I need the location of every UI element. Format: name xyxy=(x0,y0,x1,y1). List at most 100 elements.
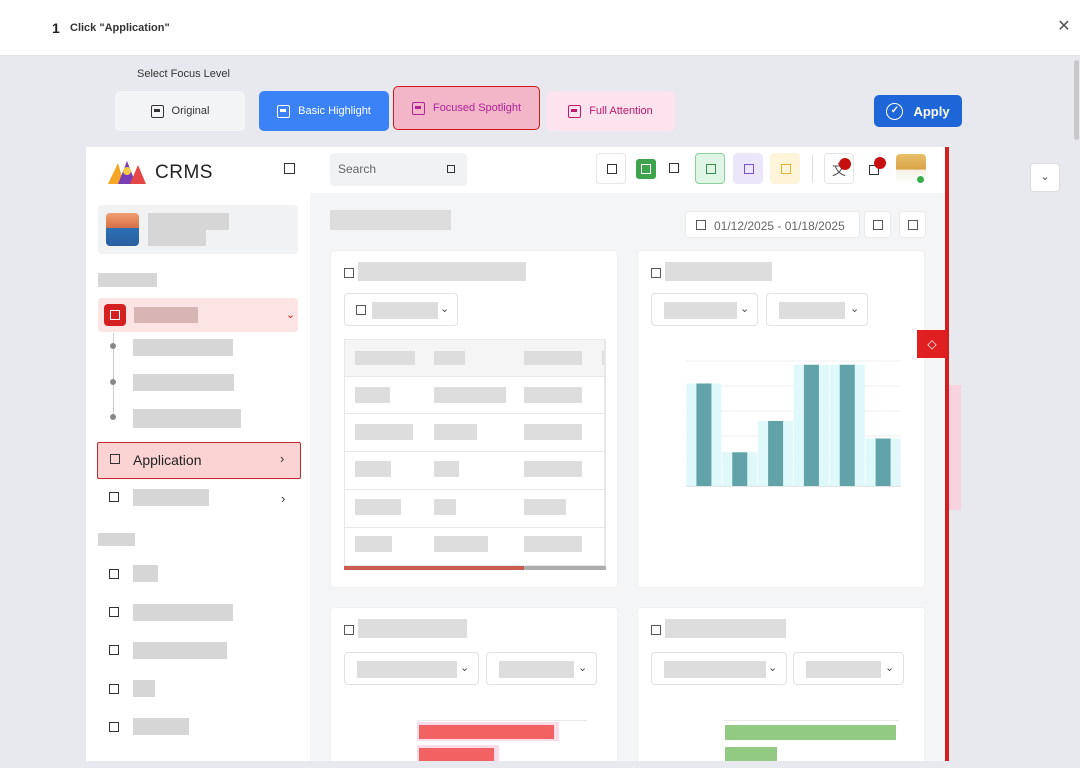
focus-basic-highlight-button[interactable]: Basic Highlight xyxy=(259,91,389,131)
notification-button[interactable] xyxy=(861,153,891,184)
search-icon xyxy=(447,165,455,173)
step-number: 1 xyxy=(52,20,60,36)
section-label-placeholder xyxy=(98,533,135,546)
sidebar-item-placeholder[interactable] xyxy=(133,565,158,582)
header-button-yellow[interactable] xyxy=(770,153,800,184)
chevron-down-icon: ⌄ xyxy=(885,662,895,674)
sidebar: CRMS ⌄ Application › › xyxy=(86,147,310,761)
sidebar-item-placeholder[interactable] xyxy=(133,489,209,506)
menu-icon xyxy=(109,645,119,655)
section-label-placeholder xyxy=(98,273,157,287)
notification-badge xyxy=(839,158,851,170)
sidebar-item-placeholder[interactable] xyxy=(133,604,233,621)
dropdown-value-placeholder xyxy=(357,661,457,678)
chart-filter-dropdown[interactable]: ⌄ xyxy=(651,293,758,326)
submenu-item-placeholder[interactable] xyxy=(133,339,233,356)
sidebar-item-placeholder[interactable] xyxy=(133,718,189,735)
column-divider xyxy=(604,340,605,565)
highlight-icon xyxy=(277,104,291,118)
profile-role-placeholder xyxy=(148,230,206,246)
step-bar: 1 Click "Application" ✕ xyxy=(0,0,1080,56)
horizontal-bar-card: ⌄ ⌄ xyxy=(637,607,925,761)
sidebar-item-application[interactable]: Application › xyxy=(97,442,301,479)
toolbar-button[interactable] xyxy=(864,211,891,238)
sidebar-item-placeholder[interactable] xyxy=(133,680,155,697)
close-icon[interactable]: ✕ xyxy=(1057,18,1071,35)
table-cell xyxy=(355,536,392,552)
dropdown-value-placeholder xyxy=(664,302,737,319)
focus-original-button[interactable]: Original xyxy=(115,91,245,131)
table-cell xyxy=(434,387,506,403)
brand-name: CRMS xyxy=(155,162,213,183)
chart-filter-dropdown[interactable]: ⌄ xyxy=(766,293,868,326)
row-divider xyxy=(345,376,605,377)
toolbar-button[interactable] xyxy=(899,211,926,238)
scrollbar-thumb[interactable] xyxy=(344,566,524,570)
tree-line xyxy=(113,333,114,417)
sidebar-item-expanded[interactable]: ⌄ xyxy=(98,298,298,332)
submenu-item-placeholder[interactable] xyxy=(133,409,241,428)
attention-icon xyxy=(568,104,582,118)
chart-filter-dropdown[interactable]: ⌄ xyxy=(793,652,904,685)
header-button-purple[interactable] xyxy=(733,153,763,184)
diamond-icon[interactable]: ◇ xyxy=(917,330,947,358)
profile-card[interactable] xyxy=(98,205,298,254)
tree-dot xyxy=(110,379,116,385)
chart-bar xyxy=(419,725,554,739)
menu-icon xyxy=(104,304,126,326)
header-button[interactable] xyxy=(596,153,626,184)
header-button-group[interactable] xyxy=(632,153,679,184)
column-header xyxy=(434,351,465,365)
gridline xyxy=(417,720,587,721)
filter-icon xyxy=(356,305,366,315)
sidebar-item-placeholder[interactable] xyxy=(133,642,227,659)
search-input[interactable]: Search xyxy=(330,153,467,186)
chart-filter-dropdown[interactable]: ⌄ xyxy=(344,652,479,685)
submenu-item-placeholder[interactable] xyxy=(133,374,234,391)
focus-basic-highlight-label: Basic Highlight xyxy=(298,105,371,117)
menu-icon xyxy=(109,722,119,732)
table-cell xyxy=(434,424,477,440)
dropdown-value-placeholder xyxy=(779,302,845,319)
page-title-placeholder xyxy=(330,210,451,230)
chevron-right-icon: › xyxy=(280,451,285,466)
language-button[interactable]: 文 xyxy=(824,153,854,184)
page-scrollbar[interactable] xyxy=(1074,60,1079,140)
table-cell xyxy=(524,536,582,552)
table-cell xyxy=(355,461,391,477)
card-icon xyxy=(344,268,354,278)
chart-bar-5 xyxy=(839,364,855,486)
chart-filter-dropdown[interactable]: ⌄ xyxy=(651,652,787,685)
card-icon xyxy=(651,268,661,278)
menu-icon xyxy=(109,607,119,617)
chevron-down-icon[interactable]: ⌄ xyxy=(1030,163,1060,192)
chart-filter-dropdown[interactable]: ⌄ xyxy=(486,652,597,685)
date-range-picker[interactable]: 01/12/2025 - 01/18/2025 xyxy=(685,211,860,238)
square-icon xyxy=(873,220,883,230)
chart-bar xyxy=(725,725,896,740)
card-title-placeholder xyxy=(358,262,526,281)
focus-original-label: Original xyxy=(171,105,210,117)
row-divider xyxy=(345,413,605,414)
chart-bar-2 xyxy=(732,452,748,486)
square-icon xyxy=(641,164,651,174)
menu-label-placeholder xyxy=(134,307,198,323)
apply-button[interactable]: ✓ Apply xyxy=(874,95,962,127)
table-cell xyxy=(434,461,459,477)
table-cell xyxy=(355,424,413,440)
layout-icon xyxy=(150,104,164,118)
table-filter-dropdown[interactable]: ⌄ xyxy=(344,293,458,326)
square-icon xyxy=(607,164,617,174)
tree-dot xyxy=(110,343,116,349)
header-button-green[interactable] xyxy=(695,153,725,184)
date-range-text: 01/12/2025 - 01/18/2025 xyxy=(714,219,845,233)
application-icon xyxy=(110,454,120,464)
focus-full-attention-button[interactable]: Full Attention xyxy=(546,91,675,131)
focus-spotlight-button[interactable]: Focused Spotlight xyxy=(393,86,540,130)
chevron-down-icon: ⌄ xyxy=(460,662,470,674)
table-cell xyxy=(524,424,582,440)
table-cell xyxy=(524,461,582,477)
sidebar-toggle-icon[interactable] xyxy=(284,163,295,174)
card-title-placeholder xyxy=(665,619,786,638)
menu-icon xyxy=(109,569,119,579)
